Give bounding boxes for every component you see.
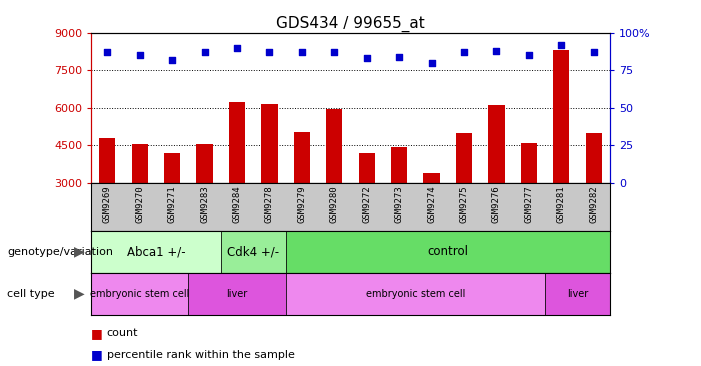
Text: percentile rank within the sample: percentile rank within the sample [107, 350, 294, 360]
Bar [164, 153, 180, 183]
Point [393, 54, 404, 60]
Bar [261, 104, 278, 183]
Bar [489, 105, 505, 183]
Text: ▶: ▶ [74, 244, 84, 259]
Text: GSM9270: GSM9270 [135, 186, 144, 223]
Bar [391, 147, 407, 183]
Text: GSM9274: GSM9274 [427, 186, 436, 223]
Point [588, 49, 599, 55]
Bar [423, 173, 440, 183]
Point [523, 52, 534, 58]
Bar [91, 273, 189, 315]
Bar [91, 231, 221, 273]
Text: cell type: cell type [7, 289, 55, 299]
Title: GDS434 / 99655_at: GDS434 / 99655_at [276, 15, 425, 31]
Bar [545, 273, 610, 315]
Bar [326, 109, 342, 183]
Bar [196, 144, 212, 183]
Bar [229, 102, 245, 183]
Text: GSM9273: GSM9273 [395, 186, 404, 223]
Bar [521, 143, 537, 183]
Bar [221, 231, 286, 273]
Point [458, 49, 470, 55]
Text: ▶: ▶ [74, 287, 84, 301]
Bar [286, 231, 610, 273]
Text: GSM9284: GSM9284 [233, 186, 242, 223]
Point [199, 49, 210, 55]
Point [297, 49, 308, 55]
Text: GSM9283: GSM9283 [200, 186, 209, 223]
Point [102, 49, 113, 55]
Point [361, 56, 372, 61]
Text: liver: liver [226, 289, 247, 299]
Bar [294, 132, 310, 183]
Point [231, 45, 243, 51]
Text: GSM9269: GSM9269 [103, 186, 112, 223]
Text: GSM9281: GSM9281 [557, 186, 566, 223]
Bar [359, 153, 375, 183]
Text: GSM9271: GSM9271 [168, 186, 177, 223]
Point [167, 57, 178, 63]
Bar [553, 51, 569, 183]
Text: GSM9276: GSM9276 [492, 186, 501, 223]
Text: liver: liver [567, 289, 588, 299]
Bar [100, 138, 116, 183]
Text: genotype/variation: genotype/variation [7, 247, 113, 257]
Text: embryonic stem cell: embryonic stem cell [366, 289, 465, 299]
Text: GSM9275: GSM9275 [459, 186, 468, 223]
Text: Abca1 +/-: Abca1 +/- [127, 245, 185, 258]
Text: GSM9280: GSM9280 [329, 186, 339, 223]
Point [264, 49, 275, 55]
Text: Cdk4 +/-: Cdk4 +/- [227, 245, 279, 258]
Bar [456, 133, 472, 183]
Text: count: count [107, 328, 138, 338]
Text: GSM9272: GSM9272 [362, 186, 372, 223]
Point [426, 60, 437, 66]
Text: ■: ■ [91, 326, 107, 340]
Text: embryonic stem cell: embryonic stem cell [90, 289, 189, 299]
Text: GSM9279: GSM9279 [297, 186, 306, 223]
Bar [585, 133, 601, 183]
Text: GSM9278: GSM9278 [265, 186, 274, 223]
Text: control: control [428, 245, 468, 258]
Bar [189, 273, 286, 315]
Bar [132, 144, 148, 183]
Bar [286, 273, 545, 315]
Point [329, 49, 340, 55]
Text: GSM9282: GSM9282 [589, 186, 598, 223]
Point [556, 42, 567, 48]
Text: GSM9277: GSM9277 [524, 186, 533, 223]
Text: ■: ■ [91, 348, 107, 362]
Point [134, 52, 145, 58]
Point [491, 48, 502, 54]
